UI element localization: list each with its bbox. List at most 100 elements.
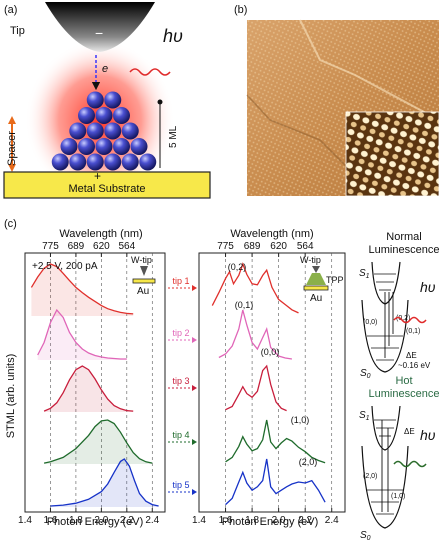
wavelength-title-right: Wavelength (nm) (230, 228, 313, 240)
x-tick-label: 2.0 (272, 515, 286, 526)
series-line-tip-5 (225, 458, 326, 506)
x-tick-label: 1.4 (18, 515, 32, 526)
panel-b: (b) (234, 4, 440, 197)
molecule-sphere (113, 138, 130, 155)
vib-label-00: (0,0) (261, 347, 280, 357)
x-ticks-right: 1.4 1.6 1.8 2.0 2.2 2.4 (192, 508, 339, 526)
x-axis-label-left: Photon Energy (eV) (47, 516, 144, 528)
photon-wave-hot-icon (393, 460, 427, 468)
series-fill (44, 366, 134, 412)
x-tick-label: 2.2 (120, 515, 134, 526)
tip-labels: tip 1 tip 2 tip 3 tip 4 tip 5 (168, 276, 197, 495)
hv-hot: hυ (420, 427, 436, 443)
molecule-sphere (86, 153, 104, 171)
hot-luminescence-diagram: Hot Luminescence S1 ΔE (2,0) (1,0) S0 hυ (359, 375, 439, 542)
wtip-label-left: W-tip (131, 255, 152, 265)
photon-wave-icon (129, 68, 171, 76)
ml-label: 5 ML (168, 125, 179, 148)
normal-luminescence-diagram: Normal Luminescence S1 (0,0) (0,2) (0,1)… (359, 231, 439, 380)
wtip-icon-right (312, 266, 320, 273)
photon-label: hυ (163, 26, 183, 46)
s1-potential-normal (371, 261, 401, 305)
normal-title-2: Luminescence (369, 244, 440, 256)
grid-left (50, 253, 153, 512)
molecule-stack (51, 91, 157, 171)
molecule-sphere (95, 138, 113, 155)
spacer-arrow-top-icon (8, 116, 16, 124)
molecule-sphere (78, 107, 95, 124)
wavelength-tick-label: 775 (217, 241, 234, 252)
label-00-normal: (0,0) (363, 319, 377, 326)
wavelength-title-left: Wavelength (nm) (59, 228, 142, 240)
wavelength-tick-label: 564 (118, 241, 135, 252)
panel-c-label: (c) (4, 218, 17, 230)
step-edge-2 (246, 94, 351, 171)
molecule-sphere (121, 122, 139, 140)
series-line-tip-3 (43, 365, 134, 412)
normal-title-1: Normal (386, 231, 421, 243)
panel-b-label: (b) (234, 4, 247, 16)
molecule-sphere (104, 91, 122, 109)
series-left (30, 263, 159, 507)
x-tick-label: 2.2 (298, 515, 312, 526)
series-line-tip-4 (43, 419, 153, 464)
wavelength-tick-label: 689 (68, 241, 85, 252)
hot-title-2: Luminescence (369, 388, 440, 400)
molecule-sphere (60, 138, 78, 155)
x-axis-label-right: Photon Energy (eV) (222, 516, 319, 528)
tip-link-arrowhead-icon (192, 285, 197, 291)
molecule-sphere (51, 153, 69, 171)
spectra-plot-left: Wavelength (nm) 775 689 620 564 1.4 1.6 1.8 2.… (18, 228, 166, 528)
molecule-sphere (104, 122, 122, 140)
vib-label-10: (1,0) (291, 415, 310, 425)
x-tick-label: 1.6 (219, 515, 233, 526)
au-icon-right (303, 285, 329, 291)
spacer-label: Spacer (6, 131, 18, 166)
ml-dot-icon (157, 99, 163, 105)
wavelength-tick-label: 564 (297, 241, 314, 252)
label-02-normal: (0,2) (396, 315, 410, 322)
series-fill (50, 459, 159, 507)
series-line-tip-5 (50, 458, 159, 507)
molecule-sphere (86, 91, 104, 109)
spectra-plot-right: Wavelength (nm) 775 689 620 564 1.4 1.6 1.8 2.… (192, 228, 346, 528)
wavelength-tick-label: 775 (42, 241, 59, 252)
s0-potential-normal (361, 299, 409, 373)
spacer-arrow-bottom-icon (8, 164, 16, 172)
x-tick-label: 1.8 (245, 515, 259, 526)
metal-substrate (3, 171, 211, 199)
tip-label: tip 3 (172, 376, 189, 386)
electron-label: e (102, 63, 108, 75)
plot-frame-left (24, 252, 166, 513)
wavelength-ticks-left: 775 689 620 564 (42, 241, 136, 257)
step-edge (299, 19, 440, 121)
molecule-sphere (139, 153, 157, 171)
wavelength-tick-label: 689 (244, 241, 261, 252)
vib-label-02: (0,2) (228, 262, 247, 272)
photon-wave-normal-icon (393, 316, 427, 324)
molecule-sphere (95, 107, 113, 124)
wavelength-tick-label: 620 (93, 241, 110, 252)
molecule-sphere (86, 122, 104, 140)
de-value-normal: ~0.16 eV (398, 361, 431, 370)
s0-label-hot: S0 (360, 530, 371, 542)
de-hot: ΔE (404, 427, 415, 436)
series-right (211, 262, 326, 506)
grid-right (225, 253, 333, 512)
s1-label-normal: S1 (359, 268, 370, 280)
hv-normal: hυ (420, 279, 436, 295)
stm-tip (45, 2, 155, 52)
tip-link-arrowhead-icon (192, 489, 197, 495)
molecule-sphere (113, 107, 130, 124)
wavelength-ticks-right: 775 689 620 564 (217, 241, 314, 257)
x-tick-label: 1.4 (192, 515, 206, 526)
tip-label: tip 2 (172, 328, 189, 338)
x-ticks-left: 1.4 1.6 1.8 2.0 2.2 2.4 (18, 508, 160, 526)
substrate-label: Metal Substrate (68, 183, 145, 195)
molecule-sphere (69, 122, 87, 140)
series-line-tip-3 (225, 364, 287, 412)
series-line-tip-2 (37, 308, 127, 360)
molecule-sphere (121, 153, 139, 171)
tip-link-arrowhead-icon (192, 337, 197, 343)
